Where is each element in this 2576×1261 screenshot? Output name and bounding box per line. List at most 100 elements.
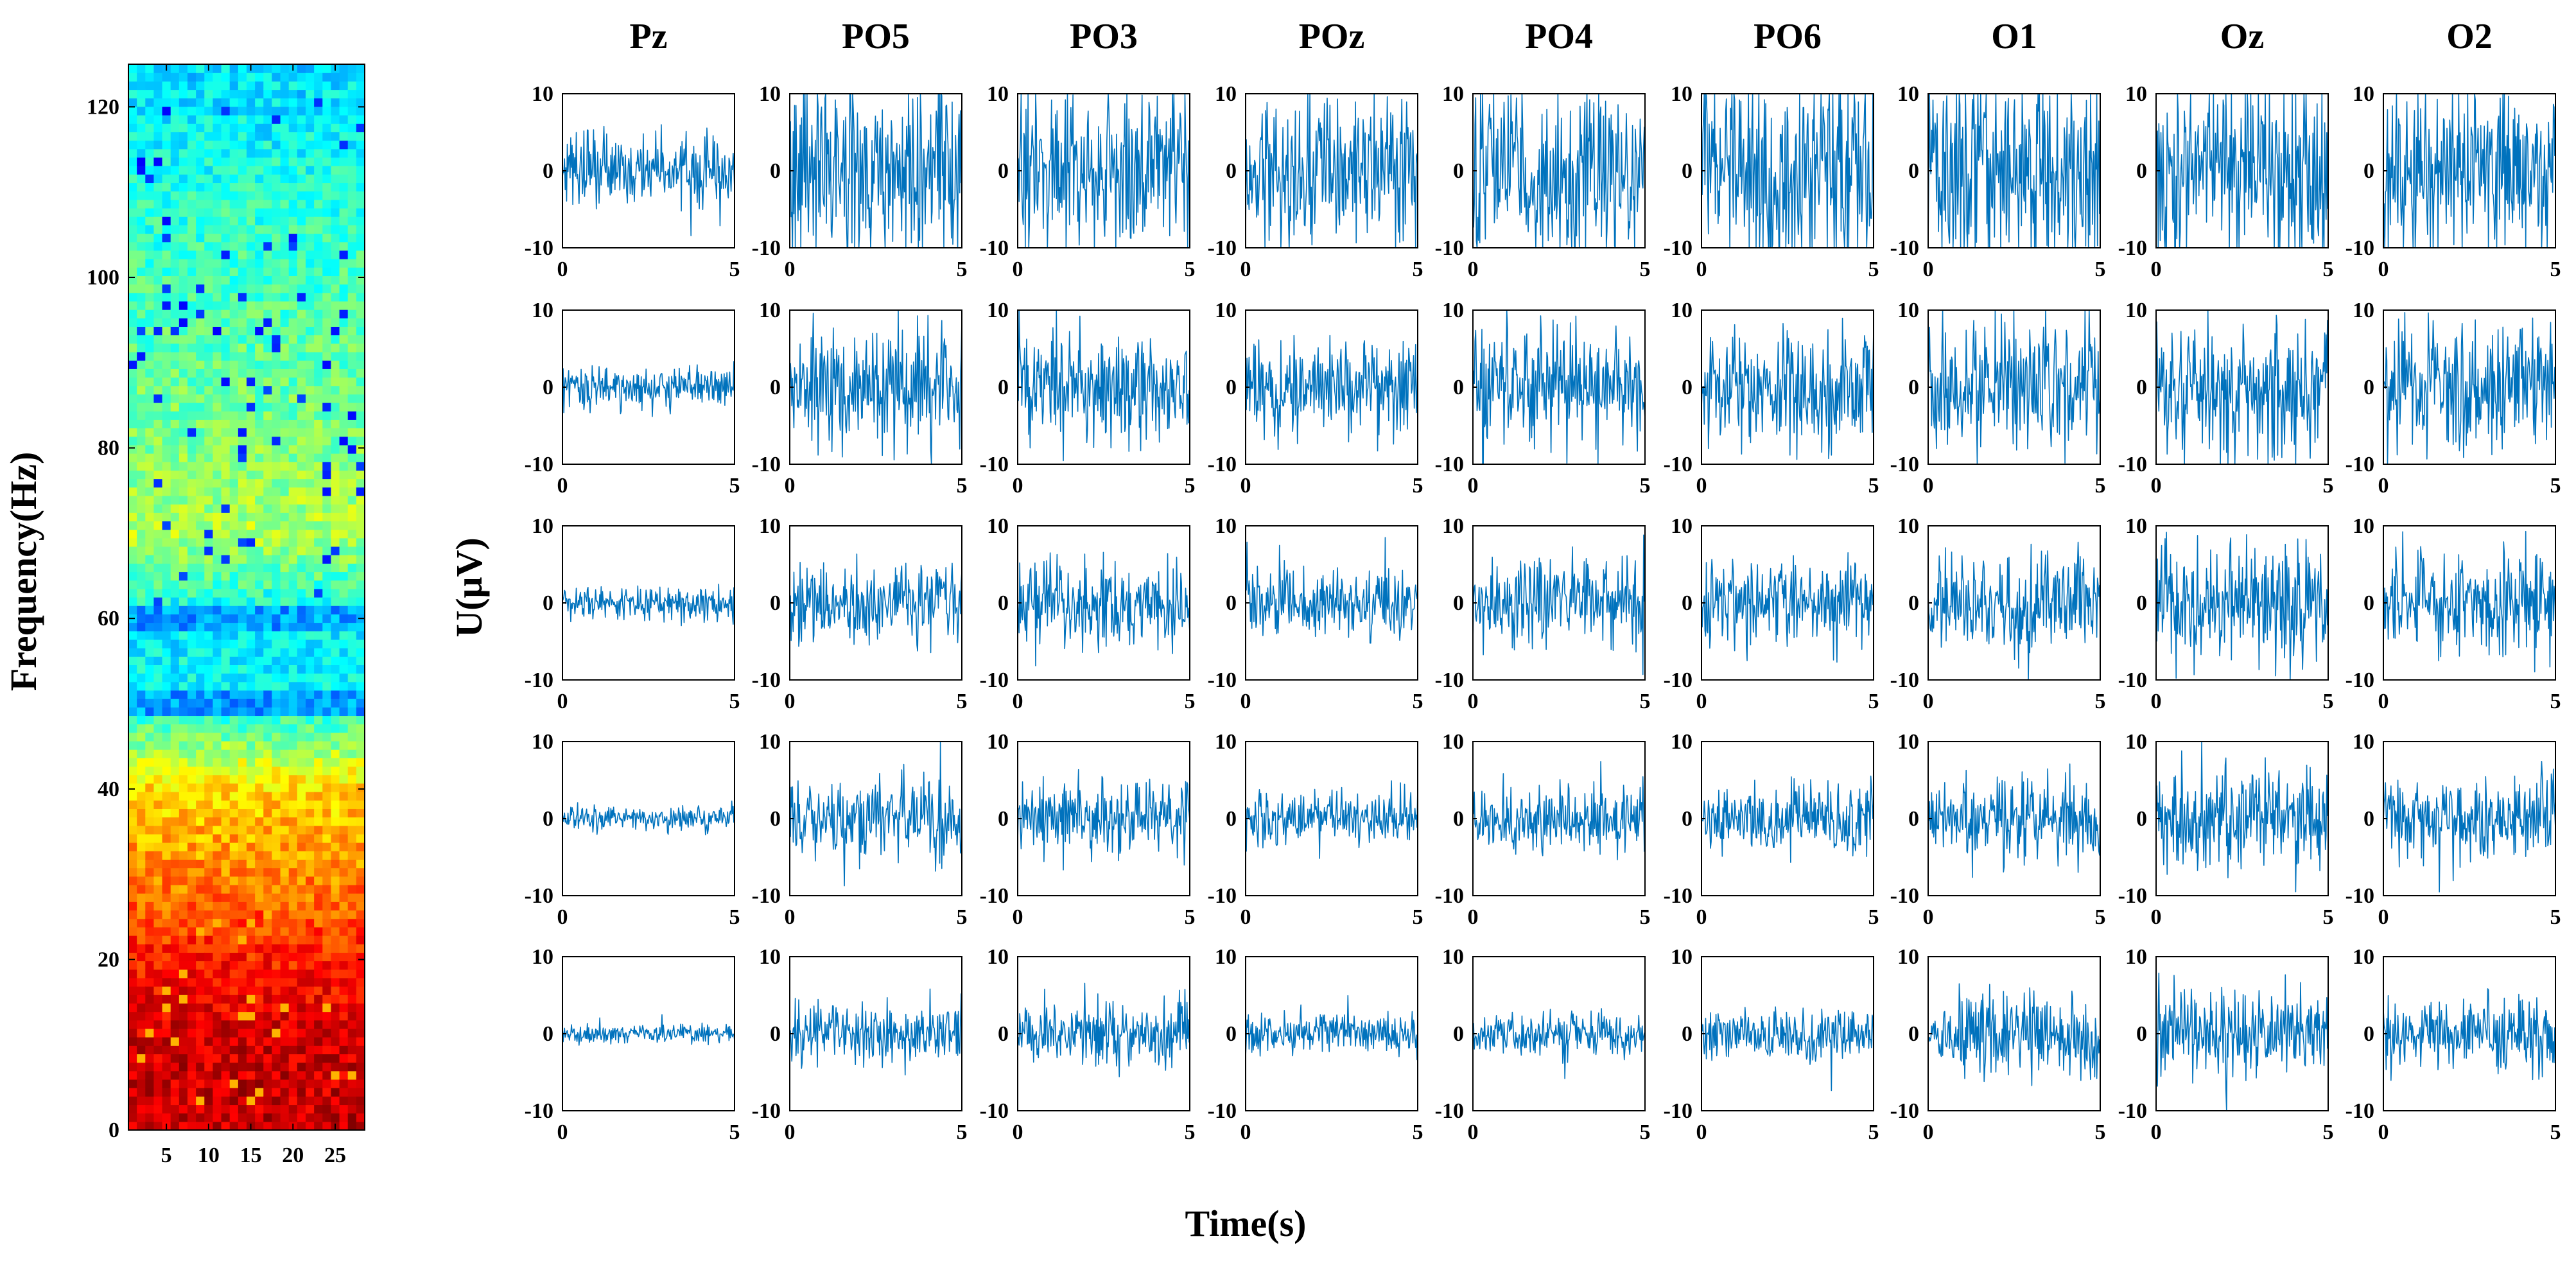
heatmap-cell: [145, 867, 155, 877]
heatmap-cell: [331, 1062, 340, 1072]
heatmap-cell: [153, 98, 163, 107]
heatmap-cell: [204, 833, 214, 843]
heatmap-cell: [356, 842, 365, 851]
heatmap-cell: [196, 1037, 205, 1046]
heatmap-cell: [247, 250, 256, 259]
heatmap-cell: [247, 665, 256, 674]
heatmap-cell: [229, 893, 239, 902]
heatmap-cell: [263, 833, 273, 843]
heatmap-cell: [204, 918, 214, 928]
trace-x-tick-label: 5: [1413, 1120, 1423, 1144]
heatmap-cell: [128, 166, 137, 175]
trace-y-tick-label: 10: [987, 82, 1009, 106]
heatmap-cell: [331, 740, 340, 750]
heatmap-cell: [339, 89, 349, 99]
heatmap-cell: [145, 681, 155, 691]
trace-y-tick-label: 10: [532, 514, 553, 538]
trace-x-tick-label: 5: [729, 1120, 740, 1144]
eeg-trace-poz-row3: [1246, 537, 1418, 644]
heatmap-cell: [339, 369, 349, 378]
heatmap-cell: [221, 588, 231, 598]
heatmap-cell: [314, 487, 323, 496]
heatmap-cell: [213, 833, 222, 843]
heatmap-cell: [306, 529, 315, 539]
trace-y-tick-label: 0: [1682, 1022, 1693, 1046]
heatmap-cell: [272, 825, 281, 835]
heatmap-cell: [356, 115, 365, 124]
heatmap-cell: [288, 918, 298, 928]
heatmap-cell: [204, 394, 214, 403]
heatmap-cell: [339, 1054, 349, 1063]
heatmap-cell: [153, 673, 163, 683]
heatmap-cell: [238, 462, 247, 471]
heatmap-cell: [187, 394, 196, 403]
trace-y-tick-label: -10: [2118, 1099, 2147, 1123]
heatmap-cell: [162, 81, 171, 91]
heatmap-cell: [221, 639, 231, 648]
heatmap-cell: [221, 98, 231, 107]
heatmap-cell: [196, 191, 205, 200]
heatmap-cell: [255, 707, 264, 717]
heatmap-cell: [178, 783, 188, 792]
heatmap-cell: [213, 64, 222, 73]
heatmap-cell: [297, 901, 306, 911]
heatmap-cell: [128, 98, 137, 107]
heatmap-cell: [145, 191, 155, 200]
heatmap-cell: [347, 944, 357, 953]
heatmap-cell: [204, 504, 214, 513]
heatmap-cell: [238, 233, 247, 243]
heatmap-cell: [280, 732, 290, 742]
heatmap-cell: [247, 1028, 256, 1038]
heatmap-cell: [331, 182, 340, 192]
heatmap-cell: [280, 859, 290, 869]
heatmap-cell: [314, 132, 323, 141]
heatmap-cell: [331, 851, 340, 860]
heatmap-cell: [306, 961, 315, 970]
heatmap-cell: [339, 504, 349, 513]
heatmap-cell: [255, 580, 264, 589]
heatmap-cell: [247, 588, 256, 598]
heatmap-cell: [306, 1088, 315, 1097]
heatmap-cell: [196, 1011, 205, 1021]
heatmap-cell: [247, 259, 256, 268]
heatmap-cell: [255, 462, 264, 471]
heatmap-cell: [288, 207, 298, 217]
heatmap-cell: [347, 783, 357, 792]
heatmap-cell: [255, 521, 264, 530]
heatmap-cell: [331, 250, 340, 259]
heatmap-cell: [322, 419, 332, 429]
heatmap-cell: [238, 1020, 247, 1029]
heatmap-cell: [356, 630, 365, 640]
heatmap-cell: [229, 724, 239, 733]
heatmap-cell: [255, 808, 264, 818]
heatmap-cell: [255, 766, 264, 776]
heatmap-cell: [178, 300, 188, 310]
heatmap-cell: [145, 977, 155, 987]
heatmap-cell: [322, 884, 332, 894]
trace-y-tick-label: 0: [2363, 1022, 2374, 1046]
heatmap-cell: [204, 546, 214, 555]
heatmap-cell: [347, 241, 357, 251]
heatmap-cell: [331, 123, 340, 132]
heatmap-cell: [339, 360, 349, 369]
heatmap-cell: [137, 106, 146, 116]
heatmap-cell: [238, 1054, 247, 1063]
heatmap-cell: [170, 901, 180, 911]
heatmap-cell: [297, 952, 306, 962]
heatmap-cell: [137, 419, 146, 429]
heatmap-cell: [306, 1003, 315, 1013]
heatmap-cell: [339, 1062, 349, 1072]
heatmap-cell: [306, 842, 315, 851]
heatmap-cell: [187, 842, 196, 851]
heatmap-cell: [347, 419, 357, 429]
heatmap-cell: [170, 98, 180, 107]
heatmap-cell: [187, 800, 196, 809]
heatmap-cell: [347, 724, 357, 733]
trace-x-tick-label: 5: [2550, 257, 2561, 281]
heatmap-cell: [280, 470, 290, 480]
heatmap-cell: [297, 944, 306, 953]
heatmap-cell: [272, 1062, 281, 1072]
heatmap-cell: [145, 884, 155, 894]
trace-y-tick-label: 0: [2363, 591, 2374, 615]
heatmap-cell: [288, 225, 298, 234]
